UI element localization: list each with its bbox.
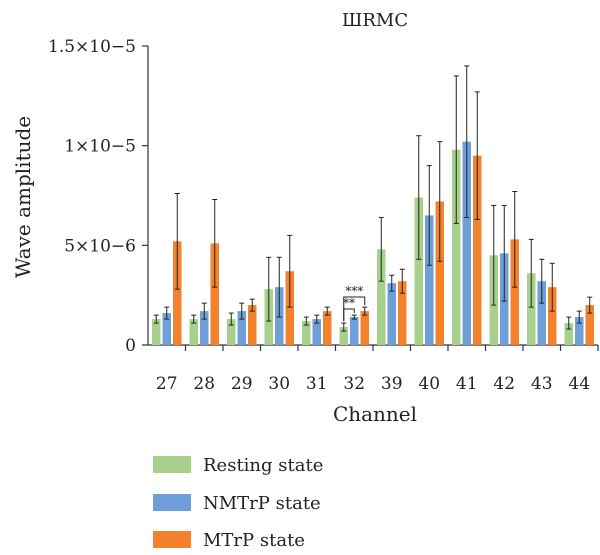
legend-label: MTrP state	[203, 530, 305, 551]
bar	[227, 319, 236, 345]
bar	[323, 311, 332, 345]
bar	[360, 311, 369, 345]
x-tick-label: 31	[306, 374, 328, 394]
y-axis-label: Wave amplitude	[11, 116, 35, 278]
bar	[339, 327, 348, 345]
bar	[285, 271, 294, 345]
bar	[425, 215, 434, 345]
bar	[548, 287, 557, 345]
legend-label: Resting state	[203, 455, 323, 476]
legend-swatch	[153, 531, 191, 548]
bar	[452, 149, 461, 345]
y-tick-label: 1×10−5	[64, 137, 136, 157]
bar	[189, 319, 198, 345]
x-tick-label: 29	[231, 374, 253, 394]
x-ticks: 27 28 29 30 31 32 39 40 41 42 43 44	[156, 345, 599, 394]
bar	[377, 249, 386, 345]
x-tick-label: 39	[381, 374, 403, 394]
x-tick-label: 41	[456, 374, 478, 394]
legend-swatch	[153, 494, 191, 511]
bar	[173, 241, 182, 345]
y-tick-label: 0	[125, 336, 136, 356]
x-tick-label: 42	[493, 374, 515, 394]
bar	[564, 323, 573, 345]
x-tick-label: 28	[193, 374, 215, 394]
y-ticks: 0 5×10−6 1×10−5 1.5×10−5	[48, 37, 148, 356]
significance-annotations: *****	[343, 284, 366, 322]
bar	[473, 155, 482, 345]
bar	[462, 141, 471, 345]
bar	[200, 311, 209, 345]
bar	[585, 305, 594, 345]
x-axis-label: Channel	[333, 402, 417, 426]
y-tick-label: 1.5×10−5	[48, 37, 136, 57]
y-tick-label: 5×10−6	[64, 236, 136, 256]
bar	[350, 317, 359, 345]
bar	[435, 201, 444, 345]
x-tick-label: 30	[268, 374, 290, 394]
bar	[398, 281, 407, 345]
x-tick-label: 44	[568, 374, 590, 394]
significance-bracket	[343, 308, 355, 322]
bar	[312, 319, 321, 345]
chart-title: ШRMC	[342, 10, 408, 31]
bar	[237, 311, 246, 345]
bars	[152, 141, 594, 345]
x-tick-label: 40	[418, 374, 440, 394]
bar	[302, 321, 311, 345]
bar	[414, 197, 423, 345]
bar	[210, 243, 219, 345]
x-tick-label: 27	[156, 374, 178, 394]
error-bars	[153, 65, 593, 332]
bar	[152, 319, 161, 345]
bar	[162, 313, 171, 345]
bar	[510, 239, 519, 345]
bar	[575, 317, 584, 345]
legend-label: NMTrP state	[203, 493, 321, 514]
bar	[248, 305, 257, 345]
legend: Resting state NMTrP state MTrP state	[153, 455, 323, 551]
x-tick-label: 43	[531, 374, 553, 394]
legend-swatch	[153, 456, 191, 473]
x-tick-label: 32	[343, 374, 365, 394]
bar	[387, 283, 396, 345]
bar	[527, 273, 536, 345]
significance-label: **	[343, 296, 355, 310]
bar	[537, 281, 546, 345]
significance-label: ***	[345, 284, 363, 298]
